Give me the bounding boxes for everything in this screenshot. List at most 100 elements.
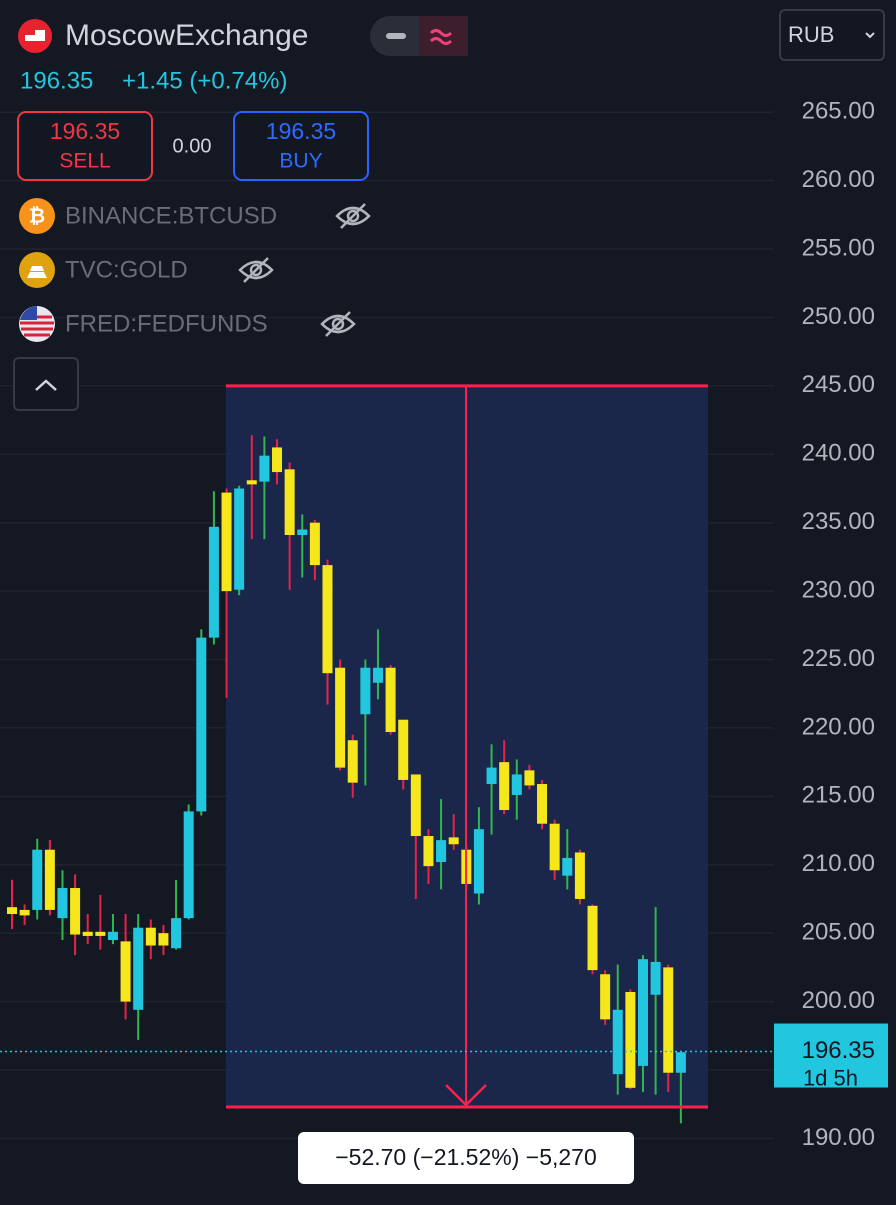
candle-body <box>473 829 484 894</box>
candle-body <box>650 961 661 995</box>
y-tick-label: 205.00 <box>802 919 875 946</box>
y-tick-label: 220.00 <box>802 713 875 740</box>
candle-body <box>537 784 548 824</box>
candle-body <box>145 927 156 946</box>
buy-label: BUY <box>279 150 322 173</box>
candle-body <box>486 767 497 785</box>
measure-label-box <box>298 1132 634 1184</box>
btc-icon-glyph: ₿ <box>29 205 45 227</box>
candle-body <box>133 927 144 1010</box>
indicator[interactable]: TVC:GOLD <box>65 256 188 283</box>
candle-body <box>272 447 283 473</box>
candle-body <box>423 836 434 867</box>
y-tick-label: 225.00 <box>802 645 875 672</box>
candle-body <box>7 907 17 915</box>
candle-body <box>196 637 207 812</box>
change: +1.45 (+0.74%) <box>122 67 287 94</box>
candle-body <box>183 811 194 919</box>
collapse-icon <box>35 379 57 391</box>
candle-body <box>612 1009 623 1075</box>
candle-body <box>221 492 232 592</box>
candle-body <box>234 488 245 590</box>
candle-body <box>410 774 421 837</box>
indicator[interactable]: BINANCE:BTCUSD <box>65 202 277 229</box>
candle-body <box>398 719 409 780</box>
candle-body <box>95 931 106 936</box>
currency[interactable]: RUB <box>788 22 834 47</box>
candle-body <box>335 667 346 768</box>
candle-body <box>297 529 308 536</box>
candle-body <box>246 480 257 485</box>
candle-body <box>562 857 573 876</box>
candle-body <box>524 770 535 786</box>
y-tick-label: 215.00 <box>802 782 875 809</box>
candle-body <box>259 455 270 482</box>
candle-body <box>44 849 55 910</box>
candle-body <box>372 667 383 683</box>
candle-body <box>549 823 560 871</box>
exchange-icon-flag <box>25 30 45 41</box>
y-tick-label: 190.00 <box>802 1124 875 1151</box>
sell-price: 196.35 <box>50 118 120 144</box>
candle-body <box>347 740 358 783</box>
y-tick-label: 210.00 <box>802 850 875 877</box>
toggle-icon <box>429 29 453 45</box>
last-price-box <box>774 1023 888 1088</box>
candle-body <box>574 852 585 899</box>
sell-label: SELL <box>59 150 110 173</box>
candle-body <box>322 565 333 674</box>
y-tick-label: 235.00 <box>802 508 875 535</box>
toggle-icon <box>386 33 406 39</box>
candle-body <box>638 959 648 1066</box>
indicator[interactable]: FRED:FEDFUNDS <box>65 310 268 337</box>
y-tick-label: 230.00 <box>802 576 875 603</box>
candle-body <box>499 762 510 811</box>
candle-body <box>120 941 131 1002</box>
y-tick-label: 250.00 <box>802 303 875 330</box>
candle-body <box>385 667 396 733</box>
buy-price: 196.35 <box>266 118 336 144</box>
btc-icon <box>19 198 55 234</box>
y-tick-label: 255.00 <box>802 234 875 261</box>
candle-body <box>360 667 371 715</box>
candle-body <box>82 931 93 936</box>
candle-body <box>436 840 447 863</box>
y-tick-label: 265.00 <box>802 98 875 125</box>
candle-body <box>625 992 636 1088</box>
symbol[interactable]: MoscowExchange <box>65 19 308 52</box>
candle-body <box>600 974 611 1020</box>
countdown: 1d 5h <box>803 1065 858 1090</box>
y-tick-label: 260.00 <box>802 166 875 193</box>
y-tick-label: 245.00 <box>802 371 875 398</box>
candle-body <box>107 931 118 941</box>
exchange-icon-flag <box>25 30 35 35</box>
spread: 0.00 <box>173 135 212 157</box>
buy-button[interactable] <box>233 111 369 181</box>
candle-body <box>309 522 320 566</box>
candle-body <box>675 1052 686 1073</box>
sell-button[interactable] <box>17 111 153 181</box>
candle-body <box>663 967 674 1073</box>
candle-body <box>32 849 43 910</box>
y-tick-label: 200.00 <box>802 987 875 1014</box>
candle-body <box>70 888 81 935</box>
price: 196.35 <box>20 67 93 94</box>
gold-icon-glyph <box>27 266 47 278</box>
currency-button[interactable] <box>779 9 885 61</box>
measure-label: −52.70 (−21.52%) −5,270 <box>335 1144 597 1170</box>
measure-arrow-head <box>445 1084 487 1107</box>
candle-body <box>171 918 182 949</box>
candle-body <box>284 469 295 536</box>
candle-body <box>19 909 30 916</box>
eye-icons[interactable] <box>238 203 371 337</box>
y-tick-label: 240.00 <box>802 440 875 467</box>
dropdown-icon <box>865 32 875 39</box>
us-icon-canton <box>20 306 37 320</box>
candle-body <box>511 774 522 795</box>
collapse-button[interactable] <box>13 357 79 411</box>
last-price-label: 196.35 <box>802 1037 875 1064</box>
candle-body <box>208 526 219 638</box>
candle-body <box>57 888 68 919</box>
